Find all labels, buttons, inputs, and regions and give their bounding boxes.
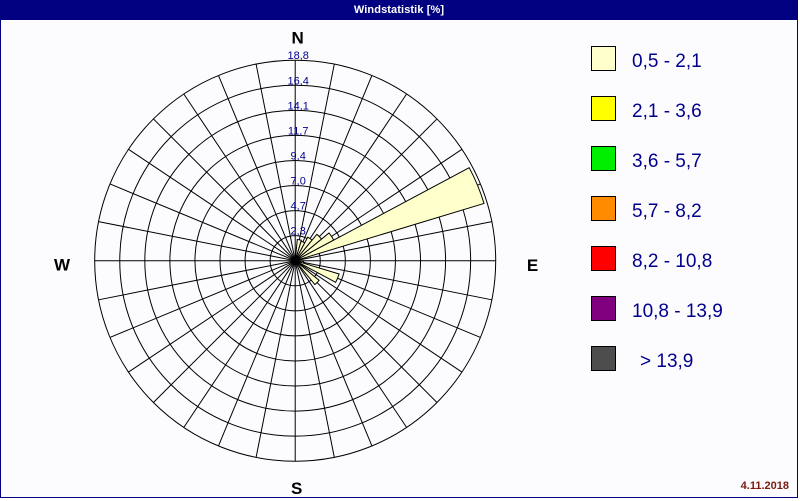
svg-text:E: E [527,256,538,275]
svg-text:18,8: 18,8 [287,50,308,62]
svg-text:7,0: 7,0 [291,176,306,188]
svg-text:N: N [292,29,304,48]
svg-text:14,1: 14,1 [287,100,308,112]
svg-text:4,7: 4,7 [291,201,306,213]
svg-text:S: S [291,479,302,498]
svg-text:9,4: 9,4 [291,150,306,162]
svg-text:16,4: 16,4 [287,75,308,87]
svg-text:2,3: 2,3 [291,226,306,238]
svg-text:11,7: 11,7 [288,125,309,137]
svg-text:W: W [54,256,71,275]
